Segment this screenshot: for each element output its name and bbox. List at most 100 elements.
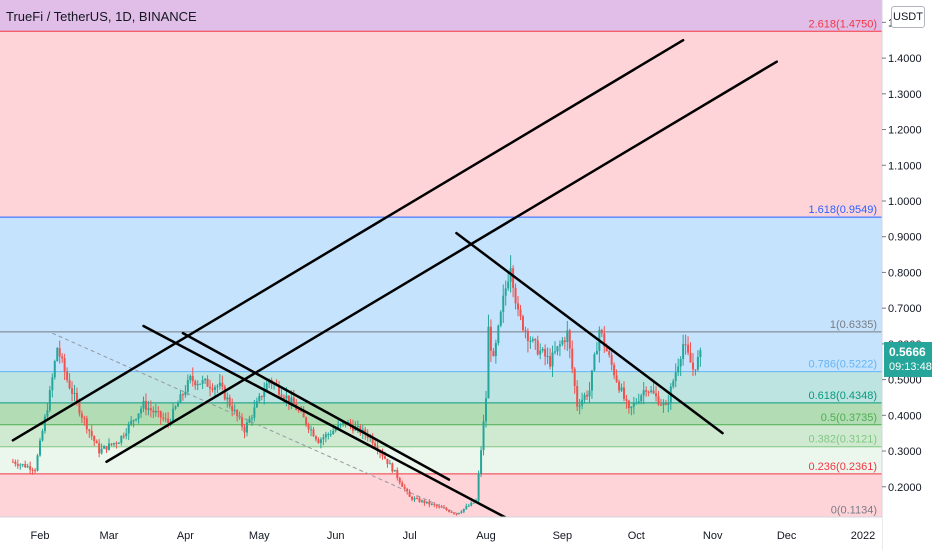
- candle-body: [694, 369, 697, 371]
- candle-body: [553, 351, 556, 353]
- candle-body: [667, 402, 670, 405]
- candle-body: [137, 413, 140, 419]
- fib-zone: [0, 31, 882, 218]
- candle-body: [147, 408, 150, 410]
- candle-body: [482, 421, 485, 451]
- candle-body: [682, 344, 685, 359]
- candle-body: [561, 340, 564, 345]
- candle-body: [470, 502, 473, 506]
- dashed-guide: [52, 332, 462, 516]
- candle-body: [71, 388, 74, 394]
- fib-zone: [0, 331, 882, 372]
- candle-body: [159, 411, 162, 418]
- candle-body: [605, 346, 608, 352]
- trendline-descending-2: [142, 324, 510, 521]
- candle-body: [305, 417, 308, 425]
- candle-body: [534, 339, 537, 341]
- candle-body: [179, 394, 182, 404]
- candle-body: [423, 500, 426, 504]
- candle-body: [339, 423, 342, 426]
- candle-body: [14, 461, 17, 465]
- candle-body: [258, 395, 261, 402]
- candle-body: [416, 498, 419, 500]
- candle-body: [546, 356, 549, 358]
- candle-body: [630, 406, 633, 409]
- candle-body: [657, 396, 660, 405]
- candle-body: [191, 376, 194, 382]
- candle-body: [595, 350, 598, 355]
- candle-body: [465, 506, 468, 509]
- time-tick-label: Aug: [476, 530, 496, 542]
- candle-body: [645, 390, 648, 392]
- candle-body: [164, 418, 167, 420]
- candle-body: [691, 362, 694, 370]
- candle-body: [374, 443, 377, 447]
- candle-body: [157, 411, 160, 413]
- trendline-descending-3: [455, 231, 724, 435]
- trendlines: [11, 38, 779, 521]
- candle-body: [435, 504, 438, 507]
- candle-body: [393, 469, 396, 472]
- candle-body: [398, 477, 401, 483]
- price-tick-label: 1.4000: [888, 53, 922, 65]
- candle-body: [391, 463, 394, 472]
- candle-body: [371, 436, 374, 444]
- candle-body: [699, 350, 702, 357]
- candle-body: [637, 401, 640, 403]
- candle-body: [83, 417, 86, 419]
- candle-body: [610, 354, 613, 365]
- fib-zone: [0, 424, 882, 447]
- price-axis[interactable]: 0.20000.30000.40000.50000.60000.70000.80…: [881, 0, 932, 550]
- candle-body: [310, 429, 313, 431]
- candle-body: [314, 436, 317, 440]
- candle-body: [226, 397, 229, 400]
- candle-body: [34, 470, 37, 472]
- candle-body: [176, 403, 179, 407]
- candle-body: [396, 469, 399, 478]
- candle-body: [241, 417, 244, 427]
- price-tick-label: 0.4000: [888, 410, 922, 422]
- candle-body: [297, 409, 300, 411]
- currency-button[interactable]: USDT: [891, 6, 925, 28]
- price-tick-label: 0.7000: [888, 303, 922, 315]
- candle-body: [485, 398, 487, 422]
- candle-body: [650, 390, 653, 392]
- candle-body: [600, 329, 603, 334]
- candle-body: [26, 466, 29, 468]
- candle-body: [386, 458, 389, 464]
- fib-label: 0.786(0.5222): [809, 359, 878, 371]
- candle-body: [105, 446, 108, 450]
- candle-body: [206, 378, 209, 387]
- candle-body: [413, 498, 416, 500]
- time-tick-label: Nov: [703, 530, 723, 542]
- candle-body: [401, 482, 404, 487]
- candle-body: [403, 486, 406, 489]
- time-axis[interactable]: Feb Mar Apr May Jun Jul Aug Sep Oct Nov Dec 2022: [0, 516, 882, 550]
- candle-body: [581, 399, 584, 406]
- trendline-lower-channel: [105, 60, 779, 464]
- candle-body: [420, 500, 423, 502]
- candle-body: [489, 326, 492, 351]
- price-tick-label: 0.3000: [888, 446, 922, 458]
- candle-body: [586, 394, 589, 397]
- time-tick-label: Jun: [327, 530, 345, 542]
- fib-zone: [0, 371, 882, 403]
- fib-labels: 0(0.1134) 0.236(0.2361) 0.382(0.3121) 0.5(0…: [809, 18, 878, 516]
- time-axis-bg: [0, 517, 882, 550]
- candle-body: [152, 410, 155, 413]
- candle-body: [487, 326, 490, 399]
- candle-body: [80, 413, 83, 418]
- candle-body: [228, 397, 231, 406]
- candle-body: [349, 422, 352, 426]
- candle-body: [332, 430, 335, 435]
- candle-body: [85, 418, 88, 430]
- candle-body: [265, 383, 268, 392]
- candle-body: [56, 348, 59, 362]
- candle-body: [662, 403, 665, 406]
- candle-body: [388, 463, 391, 465]
- candle-body: [11, 461, 14, 463]
- candle-body: [337, 425, 340, 429]
- trendline-upper-channel: [11, 38, 685, 442]
